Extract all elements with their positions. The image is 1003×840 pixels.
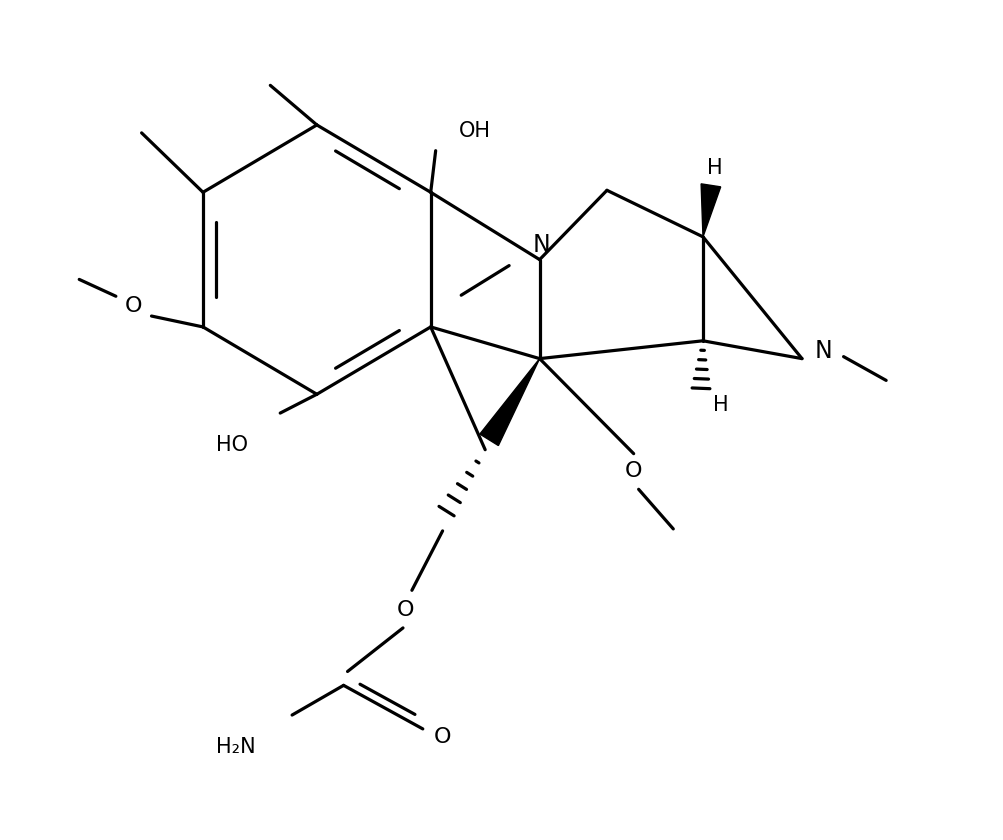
Polygon shape xyxy=(700,184,720,237)
Text: H₂N: H₂N xyxy=(216,737,255,757)
Text: O: O xyxy=(397,600,414,620)
Text: N: N xyxy=(814,339,831,363)
Text: HO: HO xyxy=(216,435,248,454)
Text: O: O xyxy=(624,461,642,481)
Text: OH: OH xyxy=(458,121,489,141)
Polygon shape xyxy=(479,359,539,445)
Text: O: O xyxy=(124,297,142,316)
Text: H: H xyxy=(712,395,728,415)
Text: O: O xyxy=(433,727,451,747)
Text: N: N xyxy=(533,233,550,257)
Text: H: H xyxy=(706,158,722,177)
